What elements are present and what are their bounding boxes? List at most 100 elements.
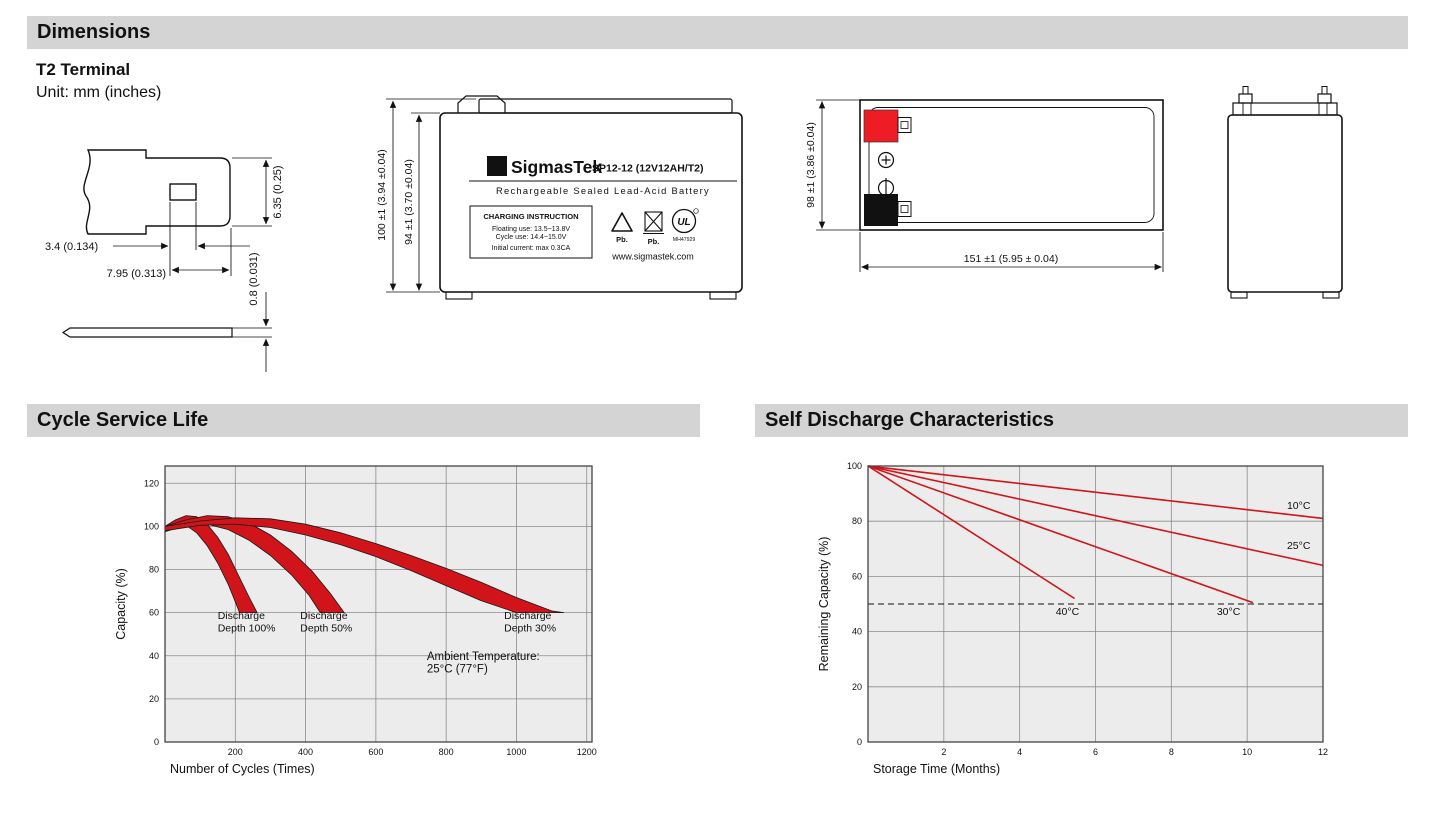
temperature-line bbox=[867, 465, 1076, 600]
section-header-cycle-service-life: Cycle Service Life bbox=[27, 404, 700, 437]
dim-terminal-hole: 3.4 (0.134) bbox=[45, 241, 98, 253]
self-discharge-chart: 2 4 6 8 10 12 0 20 40 60 80 100 10°C 25°C 30°C 40°C Rema… bbox=[817, 461, 1328, 776]
dim-front-total-height: 100 ±1 (3.94 ±0.04) bbox=[376, 149, 388, 241]
x-tick-label: 600 bbox=[368, 747, 383, 757]
y-tick-label: 100 bbox=[847, 461, 862, 471]
charging-line1: Floating use: 13.5~13.8V bbox=[492, 226, 570, 233]
x-tick-label: 8 bbox=[1169, 747, 1174, 757]
chart-annotation: 30°C bbox=[1217, 606, 1241, 618]
temperature-line bbox=[867, 465, 1324, 520]
battery-side-lid bbox=[1232, 102, 1338, 116]
negative-terminal-clip bbox=[897, 201, 912, 217]
dim-terminal-thickness: 0.8 (0.031) bbox=[248, 252, 260, 305]
recycle-icon bbox=[611, 212, 633, 232]
battery-front-terminal bbox=[457, 95, 506, 113]
x-tick-label: 1000 bbox=[506, 747, 526, 757]
y-tick-label: 80 bbox=[852, 516, 862, 526]
charging-instruction-box bbox=[469, 205, 593, 259]
polarity-plus-icon bbox=[877, 151, 895, 169]
battery-top-view: 98 ±1 (3.86 ±0.04) 151 ±1 (5.95 ± 0.04) bbox=[805, 99, 1164, 272]
temperature-line bbox=[867, 465, 1254, 604]
battery-side-view bbox=[1227, 86, 1343, 299]
terminal-detail-drawing: 6.35 (0.25) 3.4 (0.134) 7.95 (0.313) 0.8… bbox=[45, 149, 284, 372]
charging-line2: Cycle use: 14.4~15.0V bbox=[496, 234, 567, 241]
x-tick-label: 10 bbox=[1242, 747, 1252, 757]
negative-terminal-black bbox=[864, 194, 898, 226]
side-foot-left bbox=[1230, 291, 1248, 299]
battery-side-outline bbox=[1227, 114, 1343, 293]
section-title-cycle: Cycle Service Life bbox=[37, 409, 209, 431]
y-axis-title: Capacity (%) bbox=[114, 568, 128, 640]
temperature-line bbox=[867, 465, 1324, 567]
battery-foot-left bbox=[445, 291, 473, 300]
x-axis-title: Storage Time (Months) bbox=[873, 762, 1000, 776]
x-tick-label: 400 bbox=[298, 747, 313, 757]
brand-logo-glyph: Σ bbox=[493, 159, 501, 175]
terminal-hole bbox=[169, 183, 197, 201]
battery-foot-right bbox=[709, 291, 737, 300]
x-tick-label: 800 bbox=[439, 747, 454, 757]
chart-annotation: 25°C bbox=[1287, 540, 1311, 552]
x-tick-label: 200 bbox=[228, 747, 243, 757]
side-foot-right bbox=[1322, 291, 1340, 299]
x-tick-label: 1200 bbox=[577, 747, 597, 757]
website-label: www.sigmastek.com bbox=[611, 252, 694, 262]
x-tick-label: 12 bbox=[1318, 747, 1328, 757]
chart-annotation: Discharge Depth 100% bbox=[218, 610, 276, 635]
section-title-self-discharge: Self Discharge Characteristics bbox=[765, 409, 1055, 431]
y-tick-label: 40 bbox=[149, 651, 159, 661]
y-tick-label: 120 bbox=[144, 478, 159, 488]
crossed-bin-icon bbox=[643, 211, 664, 235]
chart-annotation: Ambient Temperature: 25°C (77°F) bbox=[427, 651, 540, 676]
polarity-phi-icon bbox=[877, 178, 895, 198]
terminal-type-label: T2 Terminal bbox=[36, 60, 131, 79]
chart-annotation: Discharge Depth 30% bbox=[504, 610, 556, 635]
positive-terminal-red bbox=[863, 109, 899, 143]
terminal-tab-outline bbox=[83, 149, 231, 235]
dim-top-length: 151 ±1 (5.95 ± 0.04) bbox=[964, 253, 1058, 265]
battery-type-line: Rechargeable Sealed Lead-Acid Battery bbox=[496, 186, 710, 196]
chart-annotation: 10°C bbox=[1287, 500, 1311, 512]
charging-title: CHARGING INSTRUCTION bbox=[483, 212, 578, 221]
plot-border bbox=[867, 465, 1324, 743]
battery-front-outline bbox=[439, 112, 743, 293]
model-label: SP12-12 (12V12AH/T2) bbox=[592, 163, 703, 175]
plot-border bbox=[164, 465, 593, 743]
unit-label: Unit: mm (inches) bbox=[36, 84, 162, 101]
brand-logo-square bbox=[487, 156, 507, 176]
dim-front-body-height: 94 ±1 (3.70 ±0.04) bbox=[403, 159, 415, 245]
y-tick-label: 0 bbox=[857, 737, 862, 747]
section-header-self-discharge: Self Discharge Characteristics bbox=[755, 404, 1408, 437]
battery-top-strip bbox=[478, 98, 733, 114]
x-tick-label: 2 bbox=[941, 747, 946, 757]
pb-label-1: Pb. bbox=[616, 235, 628, 244]
cycle-service-life-chart: 200 400 600 800 1000 1200 0 20 40 60 80 100 120 Disch… bbox=[114, 465, 597, 776]
y-tick-label: 60 bbox=[149, 608, 159, 618]
ul-letters: UL bbox=[677, 217, 690, 228]
side-terminal-post-right bbox=[1317, 93, 1332, 104]
y-tick-label: 80 bbox=[149, 565, 159, 575]
chart-annotation: Discharge Depth 50% bbox=[300, 610, 352, 635]
dim-terminal-width: 7.95 (0.313) bbox=[107, 268, 166, 280]
y-tick-label: 100 bbox=[144, 521, 159, 531]
y-axis-title: Remaining Capacity (%) bbox=[817, 537, 831, 672]
y-tick-label: 60 bbox=[852, 571, 862, 581]
battery-front-view: Σ SigmasTek SP12-12 (12V12AH/T2) Recharg… bbox=[376, 95, 743, 300]
discharge-depth-band bbox=[164, 517, 565, 614]
section-title-dimensions: Dimensions bbox=[37, 21, 151, 43]
dim-top-width: 98 ±1 (3.86 ±0.04) bbox=[805, 122, 817, 208]
y-tick-label: 20 bbox=[149, 694, 159, 704]
y-tick-label: 40 bbox=[852, 627, 862, 637]
positive-terminal-clip bbox=[897, 117, 912, 133]
ul-code: MH47929 bbox=[673, 237, 696, 243]
dim-terminal-height: 6.35 (0.25) bbox=[272, 165, 284, 218]
x-axis-title: Number of Cycles (Times) bbox=[170, 762, 315, 776]
x-tick-label: 6 bbox=[1093, 747, 1098, 757]
section-header-dimensions: Dimensions bbox=[27, 16, 1408, 49]
ul-mark-icon bbox=[671, 208, 699, 234]
battery-top-inner-line bbox=[868, 107, 1155, 223]
terminal-side-strip bbox=[61, 327, 233, 338]
side-terminal-post-left bbox=[1238, 93, 1253, 104]
x-tick-label: 4 bbox=[1017, 747, 1022, 757]
battery-top-outline bbox=[859, 99, 1164, 231]
